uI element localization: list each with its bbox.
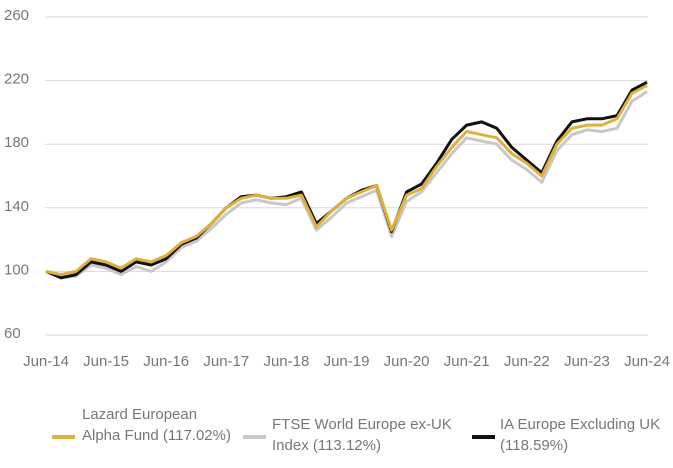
- chart: 60 100 140 180 220 260 Jun-14 Jun-15 Jun-16 Jun-1…: [4, 7, 670, 370]
- series-line: [45, 80, 648, 280]
- legend-swatch: [472, 435, 495, 439]
- legend-swatch: [52, 435, 75, 439]
- legend-label: IA Europe Excluding UK (118.59%): [500, 416, 661, 454]
- legend-label: Lazard European Alpha Fund (117.02%): [82, 406, 231, 444]
- x-tick-label: Jun-22: [504, 353, 550, 370]
- y-tick-label: 180: [4, 134, 29, 151]
- series-line: [45, 84, 648, 277]
- x-tick-label: Jun-16: [143, 353, 189, 370]
- y-tick-label: 260: [4, 7, 29, 24]
- y-tick-label: 100: [4, 261, 29, 278]
- x-tick-label: Jun-14: [23, 353, 69, 370]
- x-tick-label: Jun-24: [624, 353, 670, 370]
- series-line: [45, 90, 648, 280]
- x-tick-label: Jun-17: [203, 353, 249, 370]
- x-tick-label: Jun-21: [444, 353, 490, 370]
- legend-swatch: [243, 435, 266, 439]
- y-tick-label: 220: [4, 71, 29, 88]
- y-tick-label: 60: [4, 325, 21, 342]
- x-tick-label: Jun-18: [263, 353, 309, 370]
- x-tick-label: Jun-15: [83, 353, 129, 370]
- x-tick-label: Jun-19: [324, 353, 370, 370]
- x-tick-label: Jun-23: [564, 353, 610, 370]
- legend-label: FTSE World Europe ex-UK Index (113.12%): [272, 416, 452, 454]
- y-tick-label: 140: [4, 198, 29, 215]
- legend: Lazard European Alpha Fund (117.02%) FTSE…: [0, 404, 673, 468]
- x-tick-label: Jun-20: [384, 353, 430, 370]
